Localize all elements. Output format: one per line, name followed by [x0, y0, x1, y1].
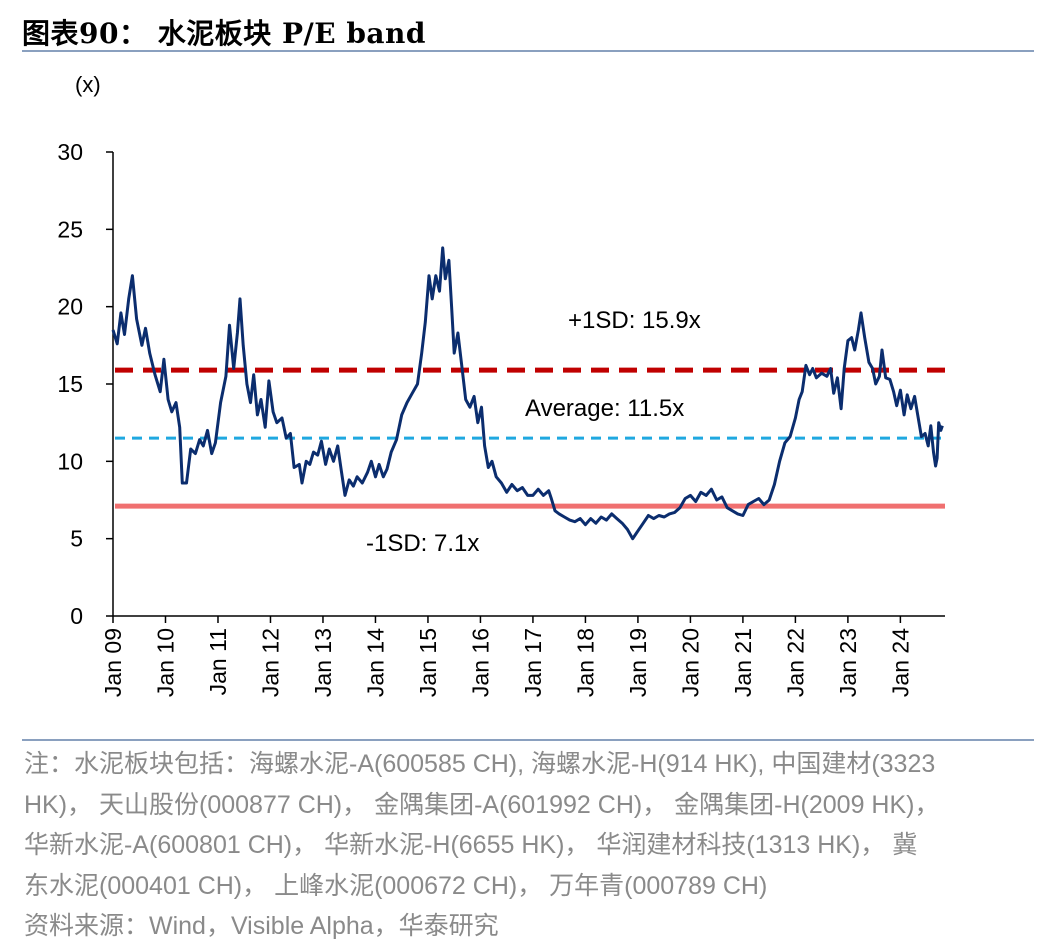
x-tick-label: Jan 13 [310, 628, 336, 697]
x-tick-label: Jan 18 [572, 628, 598, 697]
source-line: 资料来源：Wind，Visible Alpha，华泰研究 [24, 912, 499, 940]
y-tick-label: 25 [57, 216, 83, 242]
figure-title: 图表90： 水泥板块 P/E band [22, 17, 426, 50]
x-tick-label: Jan 23 [835, 628, 861, 697]
x-tick-label: Jan 22 [782, 628, 808, 697]
y-tick-label: 10 [57, 448, 83, 474]
ref-label-average: Average: 11.5x [525, 395, 684, 422]
pe-series-line [111, 246, 944, 541]
x-tick-label: Jan 24 [887, 628, 913, 697]
note-line: 东水泥(000401 CH)， 上峰水泥(000672 CH)， 万年青(000… [24, 871, 768, 900]
x-tick-label: Jan 21 [730, 628, 756, 697]
y-axis: 0 5 10 15 20 25 30 [57, 139, 114, 629]
x-tick-label: Jan 19 [625, 628, 651, 697]
x-tick-label: Jan 14 [362, 628, 388, 697]
reference-lines [115, 367, 945, 509]
x-tick-label: Jan 11 [205, 628, 231, 695]
x-tick-label: Jan 15 [415, 628, 441, 697]
note-line: HK)， 天山股份(000877 CH)， 金隅集团-A(601992 CH)，… [24, 790, 940, 819]
x-tick-label: Jan 10 [152, 628, 178, 697]
y-axis-unit-label: (x) [75, 72, 101, 97]
x-tick-label: Jan 20 [677, 628, 703, 697]
ref-label--1sd: -1SD: 7.1x [366, 530, 479, 557]
y-tick-label: 5 [70, 526, 83, 552]
x-tick-label: Jan 17 [520, 628, 546, 697]
notes-block: 注：水泥板块包括：海螺水泥-A(600585 CH), 海螺水泥-H(914 H… [24, 744, 1024, 947]
note-line: 华新水泥-A(600801 CH)， 华新水泥-H(6655 HK)， 华润建材… [24, 831, 918, 859]
note-line: 注：水泥板块包括：海螺水泥-A(600585 CH), 海螺水泥-H(914 H… [24, 750, 936, 778]
x-tick-label: Jan 09 [100, 628, 126, 697]
reference-labels: +1SD: 15.9x Average: 11.5x -1SD: 7.1x [366, 307, 701, 557]
notes-divider [22, 739, 1034, 741]
y-tick-label: 0 [70, 603, 83, 629]
y-tick-label: 15 [57, 371, 83, 397]
title-divider [22, 50, 1034, 52]
x-tick-label: Jan 12 [257, 628, 283, 697]
y-tick-label: 30 [57, 139, 83, 165]
x-axis: Jan 09 Jan 10 Jan 11 Jan 12 Jan 13 Jan 14 Jan … [100, 615, 945, 697]
ref-label--1sd: +1SD: 15.9x [568, 307, 701, 334]
x-tick-label: Jan 16 [467, 628, 493, 697]
y-tick-label: 20 [57, 294, 83, 320]
series-layer [111, 246, 944, 541]
